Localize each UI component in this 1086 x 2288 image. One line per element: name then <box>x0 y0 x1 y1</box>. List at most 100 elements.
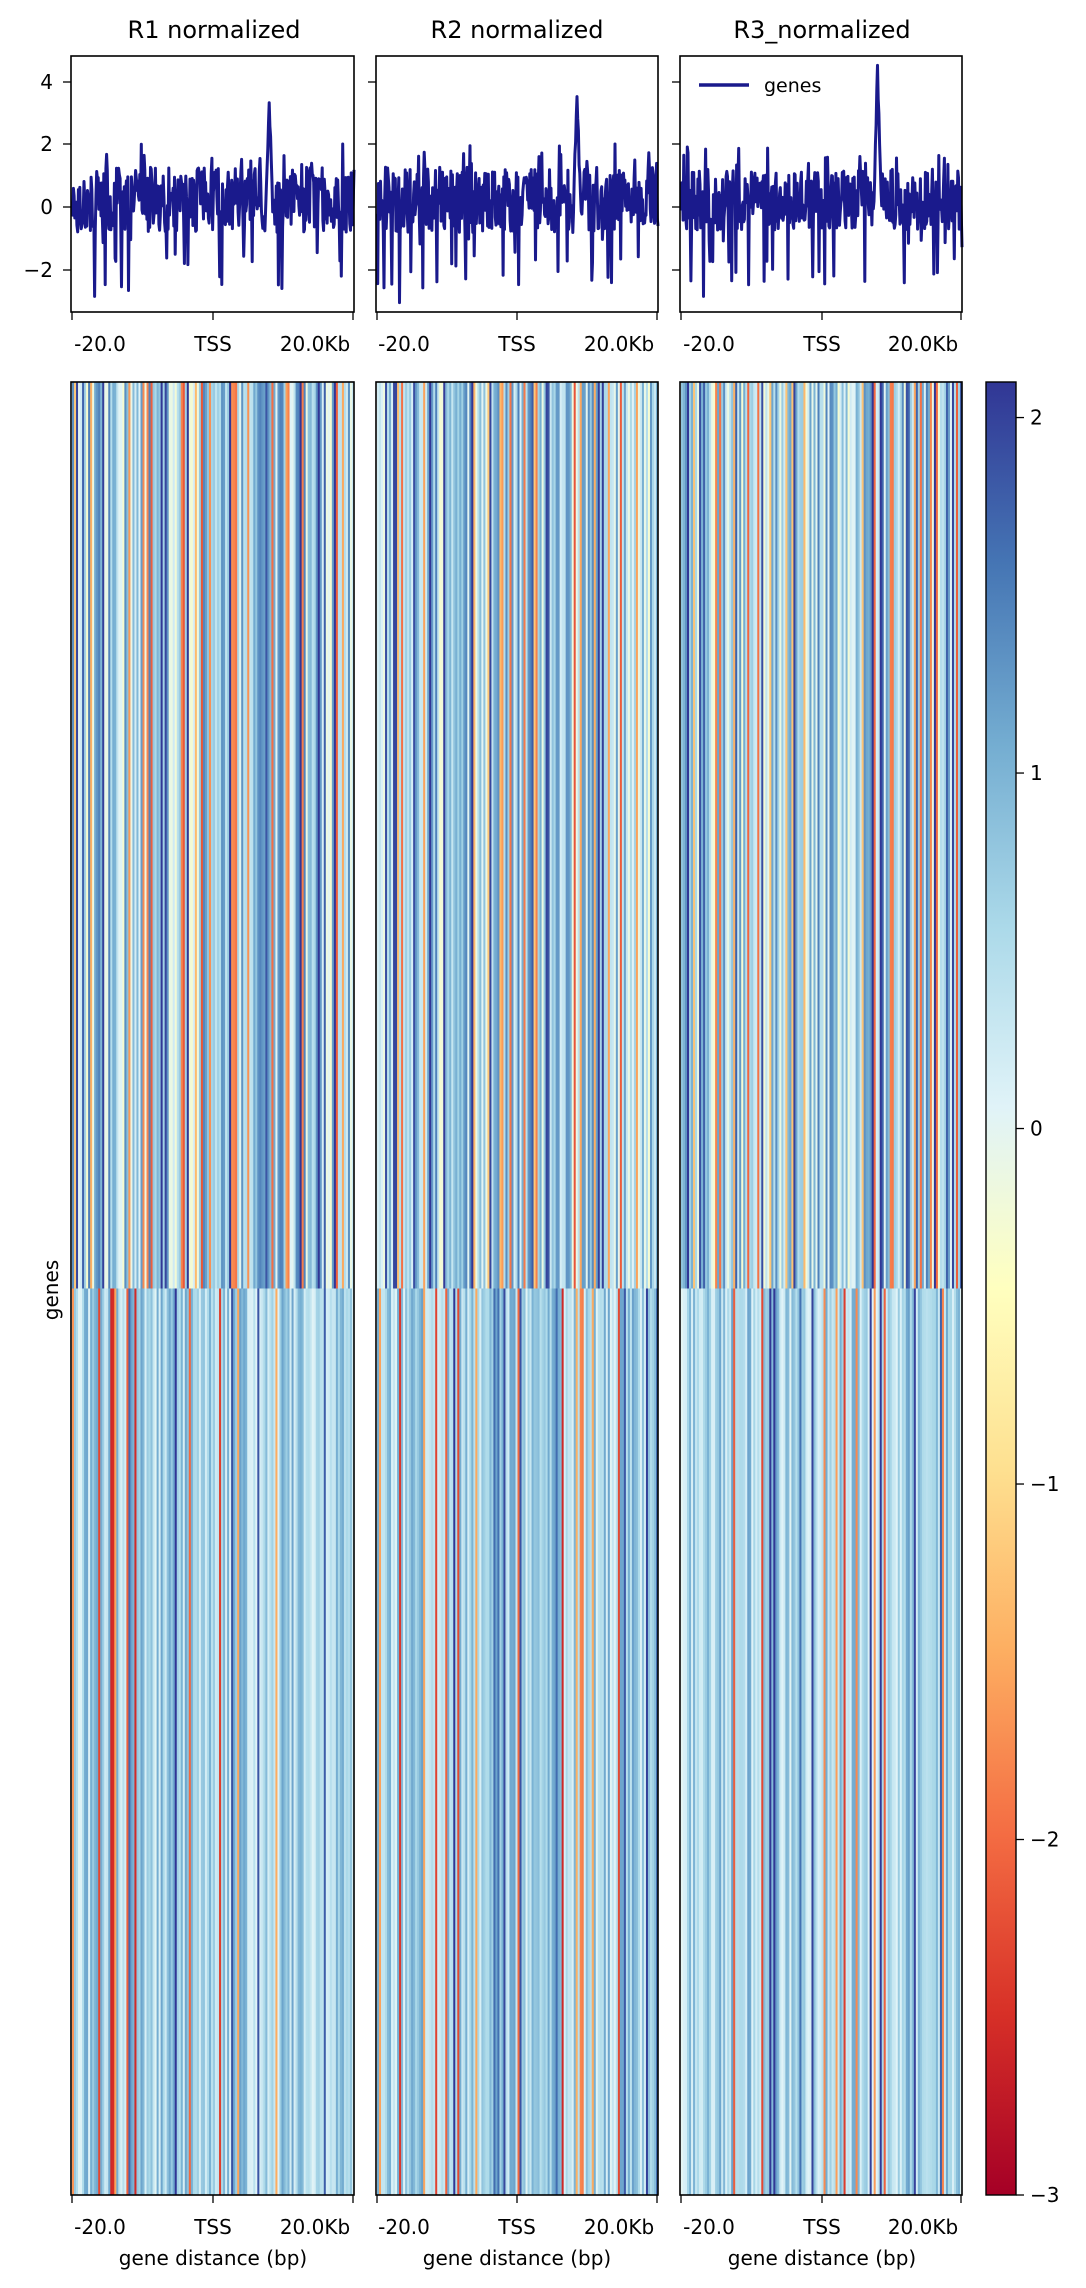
heatmap-stripe <box>271 1288 274 2195</box>
heatmap-stripe <box>217 382 220 1289</box>
heatmap-stripe <box>897 1288 901 2195</box>
heatmap-stripe <box>405 382 408 1289</box>
heatmap-stripe <box>108 1288 111 2195</box>
heatmap-stripe <box>397 1288 400 2195</box>
heatmap-stripe <box>385 1288 388 2195</box>
heatmap-stripe <box>447 382 450 1289</box>
heatmap-stripe <box>709 382 712 1289</box>
heatmap-stripe <box>186 382 190 1289</box>
heatmap-stripe <box>739 1288 742 2195</box>
heatmap-stripe <box>619 382 623 1289</box>
heatmap-stripe <box>689 382 692 1289</box>
heatmap-stripe <box>647 382 651 1289</box>
heatmap-stripe <box>499 382 502 1289</box>
heatmap-stripe <box>843 1288 846 2195</box>
heatmap-stripe <box>172 1288 176 2195</box>
heatmap-stripe <box>911 382 915 1289</box>
heatmap-stripe <box>779 382 782 1289</box>
heatmap-stripe <box>331 1288 335 2195</box>
heatmap-stripe <box>202 1288 206 2195</box>
heatmap-stripe <box>455 382 458 1289</box>
heatmap-stripe <box>80 1288 83 2195</box>
heatmap-stripe <box>419 382 422 1289</box>
heatmap-stripe <box>227 382 230 1289</box>
heatmap-stripe <box>867 1288 871 2195</box>
heatmap-stripe <box>469 1288 472 2195</box>
heatmap-stripe <box>791 1288 794 2195</box>
heatmap-stripe <box>215 1288 218 2195</box>
heatmap-stripe <box>823 1288 826 2195</box>
heatmap-stripe <box>275 382 278 1289</box>
heatmap-stripe <box>305 1288 309 2195</box>
heatmap-stripe <box>477 382 480 1289</box>
heatmap-stripe <box>571 1288 575 2195</box>
heatmap-stripe <box>825 382 828 1289</box>
profile-x-ticks: -20.0 TSS 20.0Kb <box>680 312 962 356</box>
heatmap-stripe <box>775 382 778 1289</box>
heatmap-stripe <box>783 1288 786 2195</box>
heatmap-stripe <box>887 382 891 1289</box>
heatmap-stripe <box>94 1288 97 2195</box>
colorbar-tick-label: 0 <box>1030 1117 1043 1141</box>
heatmap-stripe <box>489 1288 492 2195</box>
heatmap-stripe <box>309 382 313 1289</box>
heatmap-stripe <box>497 382 500 1289</box>
heatmap-stripe <box>339 382 343 1289</box>
heatmap-stripe <box>841 382 844 1289</box>
heatmap-stripe <box>651 1288 655 2195</box>
heatmap-stripe <box>699 382 702 1289</box>
heatmap-stripe <box>184 382 188 1289</box>
heatmap-stripe <box>685 1288 688 2195</box>
heatmap-stripe <box>557 1288 561 2195</box>
heatmap-stripe <box>277 1288 280 2195</box>
heatmap-stripe <box>697 1288 700 2195</box>
heatmap-stripe <box>761 382 764 1289</box>
heatmap-stripe <box>409 1288 412 2195</box>
heatmap-stripe <box>347 382 351 1289</box>
heatmap-stripe <box>945 1288 949 2195</box>
heatmap-x-ticks: -20.0 TSS 20.0Kb <box>71 2195 354 2239</box>
heatmap-stripe <box>295 1288 298 2195</box>
heatmap-stripe <box>563 1288 567 2195</box>
heatmap-stripe <box>639 382 643 1289</box>
heatmap-stripe <box>805 382 808 1289</box>
heatmap-stripe <box>519 1288 522 2195</box>
heatmap-stripe <box>84 1288 87 2195</box>
heatmap-stripe <box>285 1288 288 2195</box>
colorbar-tick-label: −1 <box>1030 1472 1059 1496</box>
heatmap-stripe <box>182 1288 186 2195</box>
heatmap-stripe <box>591 382 595 1289</box>
heatmap-stripe <box>635 1288 639 2195</box>
heatmap-stripe <box>601 382 605 1289</box>
heatmap-stripe <box>152 382 155 1289</box>
heatmap-stripe <box>903 382 907 1289</box>
heatmap-stripe <box>557 382 561 1289</box>
heatmap-stripe <box>74 1288 77 2195</box>
heatmap-stripe <box>757 1288 760 2195</box>
heatmap-stripe <box>889 1288 893 2195</box>
heatmap-stripe <box>138 1288 141 2195</box>
heatmap-stripe <box>789 382 792 1289</box>
heatmap-stripe <box>591 1288 595 2195</box>
heatmap-stripe <box>777 1288 780 2195</box>
heatmap-stripe <box>196 382 200 1289</box>
heatmap-stripe <box>453 382 456 1289</box>
heatmap-stripe <box>513 382 516 1289</box>
heatmap-stripe <box>485 382 488 1289</box>
heatmap-stripe <box>779 1288 782 2195</box>
heatmap-stripe <box>225 1288 228 2195</box>
heatmap-stripe <box>307 1288 311 2195</box>
heatmap-stripe <box>845 1288 848 2195</box>
heatmap-stripe <box>929 1288 933 2195</box>
heatmap-stripe <box>449 382 452 1289</box>
heatmap-stripe <box>409 382 412 1289</box>
heatmap-stripe <box>210 1288 214 2195</box>
heatmap-stripe <box>415 382 418 1289</box>
heatmap-stripe <box>931 382 935 1289</box>
heatmap-stripe <box>713 382 716 1289</box>
heatmap-stripe <box>863 382 867 1289</box>
heatmap-stripe <box>401 1288 404 2195</box>
heatmap-stripe <box>875 1288 879 2195</box>
heatmap-stripe <box>251 1288 254 2195</box>
heatmap-stripe <box>757 382 760 1289</box>
